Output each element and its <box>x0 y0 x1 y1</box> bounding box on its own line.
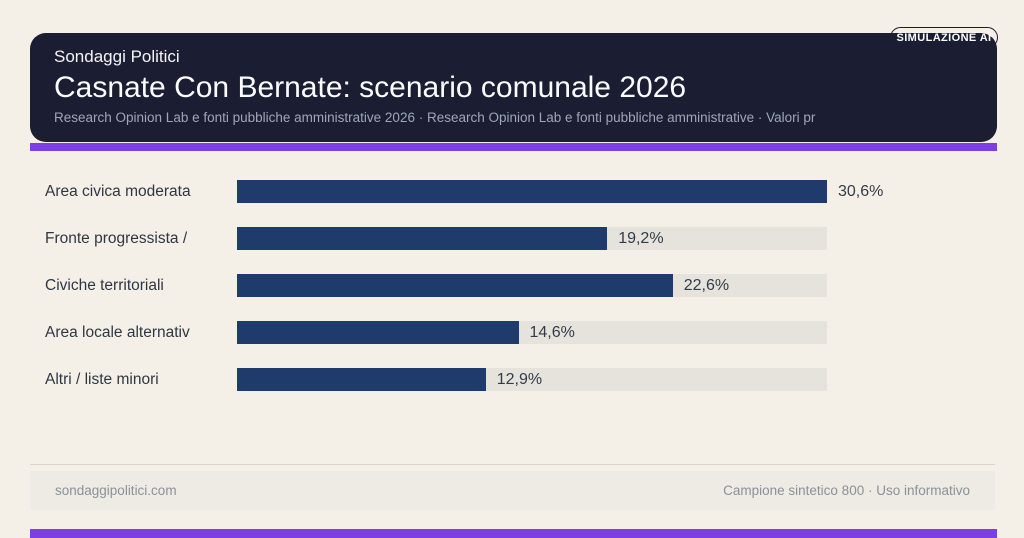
page-title: Casnate Con Bernate: scenario comunale 2… <box>54 71 687 104</box>
category-label: Altri / liste minori <box>45 370 159 388</box>
category-label: Fronte progressista / <box>45 229 188 247</box>
footer-bar: sondaggipolitici.com Campione sintetico … <box>30 471 995 510</box>
bar-track: 30,6% <box>237 180 883 203</box>
bar-row: Area locale alternativ 14,6% <box>0 321 1024 344</box>
header-kicker: Sondaggi Politici <box>54 47 180 66</box>
header-subtitle: Research Opinion Lab e fonti pubbliche a… <box>54 110 816 125</box>
bar-row: Altri / liste minori 12,9% <box>0 368 1024 391</box>
category-label: Area locale alternativ <box>45 323 190 341</box>
bar-row: Fronte progressista / 19,2% <box>0 227 1024 250</box>
footer-site-link[interactable]: sondaggipolitici.com <box>55 483 177 498</box>
bar <box>237 368 486 391</box>
bar-row: Civiche territoriali 22,6% <box>0 274 1024 297</box>
category-label: Area civica moderata <box>45 182 191 200</box>
value-label: 12,9% <box>496 370 543 388</box>
bar-track: 22,6% <box>237 274 827 297</box>
simulation-badge: SIMULAZIONE AI <box>890 27 998 48</box>
value-label: 14,6% <box>529 323 575 341</box>
header-accent-bar <box>30 143 997 151</box>
bar <box>237 274 673 297</box>
value-label: 19,2% <box>618 229 664 247</box>
bar-row: Area civica moderata 30,6% <box>0 180 1024 203</box>
header-card: Sondaggi Politici Casnate Con Bernate: s… <box>30 33 997 142</box>
footer-divider <box>30 464 995 465</box>
bar-track: 19,2% <box>237 227 827 250</box>
bottom-accent-bar <box>30 529 997 538</box>
bar <box>237 321 519 344</box>
category-label: Civiche territoriali <box>45 276 164 294</box>
bar <box>237 227 608 250</box>
footer-note: Campione sintetico 800 · Uso informativo <box>723 483 970 498</box>
value-label: 30,6% <box>838 182 884 200</box>
bar-track: 14,6% <box>237 321 827 344</box>
bar-track: 12,9% <box>237 368 827 391</box>
bar <box>237 180 827 203</box>
value-label: 22,6% <box>683 276 730 294</box>
